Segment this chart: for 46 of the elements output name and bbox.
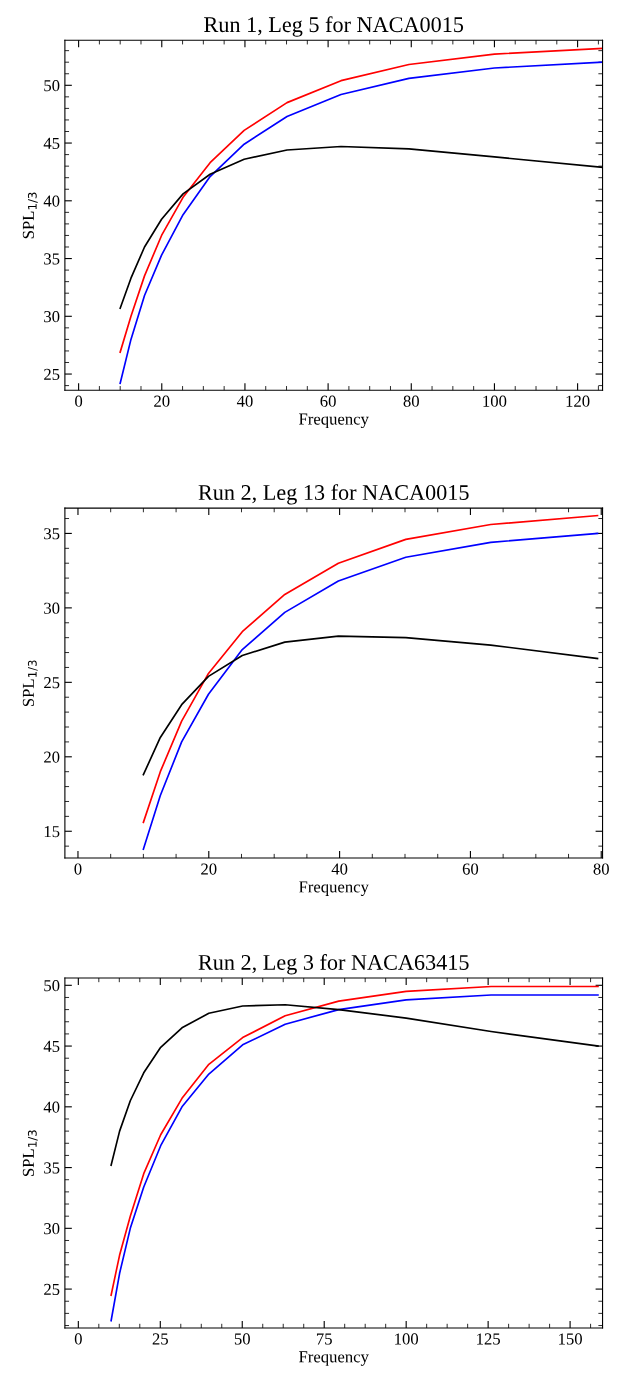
y-tick-label: 25 <box>44 677 60 689</box>
y-tick-label: 35 <box>44 528 60 540</box>
line-series <box>142 635 599 776</box>
x-tick-label: 100 <box>395 1333 419 1345</box>
x-tick-label: 125 <box>477 1333 500 1345</box>
x-tick-label: 20 <box>201 863 217 875</box>
y-tick-label: 40 <box>43 195 60 207</box>
y-axis-title: SPL$_{1/3}$ <box>22 660 38 707</box>
x-tick-label: 50 <box>234 1333 250 1345</box>
chart-title: Run 2, Leg 13 for NACA0015 <box>198 484 469 505</box>
y-tick-label: 35 <box>44 1162 60 1174</box>
x-tick-label: 60 <box>320 395 336 407</box>
y-tick-label: 45 <box>43 137 60 149</box>
x-tick-label: 20 <box>154 395 170 407</box>
x-tick-label: 40 <box>236 395 253 407</box>
chart-title: Run 2, Leg 3 for NACA63415 <box>198 954 469 975</box>
x-tick-label: 0 <box>75 395 83 407</box>
x-tick-label: 25 <box>152 1333 168 1345</box>
x-axis-title: Frequency <box>299 1351 369 1366</box>
x-tick-label: 120 <box>566 395 590 407</box>
y-tick-label: 20 <box>44 751 60 763</box>
x-tick-label: 80 <box>403 395 419 407</box>
y-tick-label: 40 <box>43 1101 60 1113</box>
chart-title: Run 1, Leg 5 for NACA0015 <box>204 16 464 37</box>
y-axis-title: SPL$_{1/3}$ <box>22 1130 38 1176</box>
x-tick-label: 150 <box>559 1333 582 1345</box>
y-tick-label: 50 <box>44 980 60 992</box>
y-tick-label: 30 <box>44 1223 60 1235</box>
x-axis-title: Frequency <box>299 413 369 429</box>
x-tick-label: 80 <box>593 863 609 875</box>
x-axis-title: Frequency <box>299 881 369 896</box>
y-tick-label: 35 <box>44 253 60 265</box>
y-tick-label: 50 <box>44 80 60 92</box>
x-tick-label: 100 <box>483 395 507 407</box>
y-tick-label: 25 <box>44 1283 60 1296</box>
y-tick-label: 30 <box>44 311 60 323</box>
y-tick-label: 25 <box>44 368 60 380</box>
y-tick-label: 45 <box>43 1040 60 1053</box>
x-tick-label: 0 <box>74 863 82 875</box>
y-tick-label: 15 <box>44 826 60 838</box>
y-tick-label: 30 <box>44 602 60 614</box>
x-tick-label: 60 <box>462 863 479 875</box>
y-axis-title: SPL$_{1/3}$ <box>22 192 38 239</box>
x-tick-label: 75 <box>316 1333 332 1345</box>
x-tick-label: 40 <box>331 863 348 875</box>
x-tick-label: 0 <box>74 1333 82 1345</box>
